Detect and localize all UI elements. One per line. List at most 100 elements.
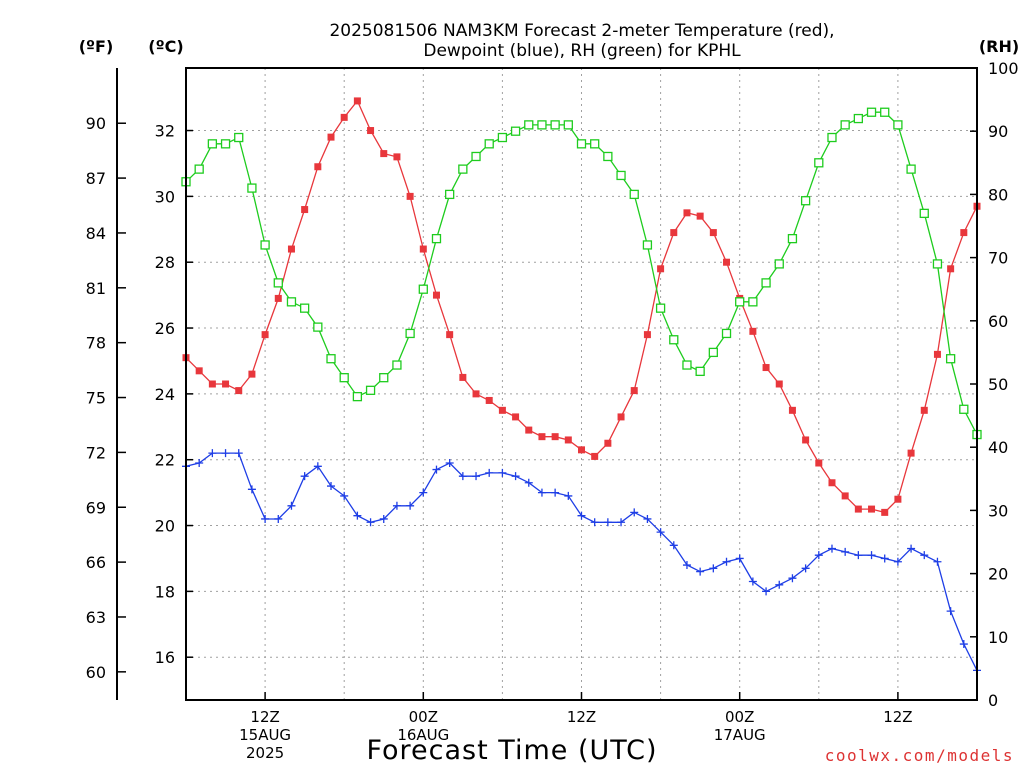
temperature-point [538, 433, 546, 441]
temperature-point [235, 387, 243, 395]
dewpoint-point [472, 472, 481, 481]
dewpoint-point [511, 472, 520, 481]
rh-tick-label: 80 [988, 185, 1008, 204]
rh-point [563, 120, 573, 130]
rh-point [866, 107, 877, 117]
x-tick-label: 12Z [883, 708, 912, 726]
fahrenheit-tick-label: 72 [86, 443, 106, 462]
temperature-point [261, 331, 269, 339]
chart-title-line1: 2025081506 NAM3KM Forecast 2-meter Tempe… [329, 21, 834, 41]
temperature-point [512, 413, 520, 421]
temperature-point [617, 413, 625, 421]
rh-point [695, 366, 705, 377]
temperature-point [222, 380, 230, 388]
rh-point [959, 404, 969, 414]
dewpoint-point [630, 508, 639, 517]
rh-point [247, 183, 257, 193]
temperature-point [920, 406, 928, 414]
celsius-tick-label: 26 [155, 319, 175, 338]
rh-unit-label: (RH) [979, 37, 1019, 56]
grid-lines [186, 68, 977, 700]
rh-point [286, 297, 297, 307]
temperature-point [498, 406, 506, 414]
temperature-point [907, 449, 915, 457]
fahrenheit-tick-label: 78 [86, 334, 106, 353]
dewpoint-point [643, 514, 652, 523]
x-tick-label: 16AUG [397, 726, 449, 744]
rh-point [550, 120, 560, 130]
rh-tick-label: 100 [988, 59, 1019, 78]
plot-frame [185, 67, 978, 701]
rh-point [761, 278, 771, 288]
dewpoint-point [498, 468, 507, 477]
dewpoint-point [801, 564, 810, 573]
dewpoint-point [313, 462, 322, 471]
rh-point [748, 297, 758, 307]
dewpoint-point [458, 472, 467, 481]
rh-point [774, 259, 784, 269]
rh-point [590, 139, 600, 149]
rh-point [853, 113, 863, 124]
temperature-point [815, 459, 823, 467]
dewpoint-point [682, 561, 691, 570]
dewpoint-point [537, 488, 546, 497]
dewpoint-point [577, 511, 586, 520]
dewpoint-point [340, 491, 349, 500]
celsius-tick-label: 18 [155, 582, 175, 601]
rh-point [365, 385, 376, 395]
fahrenheit-tick-label: 81 [86, 279, 106, 298]
temperature-point [670, 229, 678, 237]
temperature-point [340, 113, 348, 121]
fahrenheit-tick-label: 60 [86, 663, 106, 682]
source-watermark: coolwx.com/models [825, 746, 1014, 765]
rh-point [510, 126, 521, 136]
rh-point [840, 120, 850, 130]
temperature-point [551, 433, 559, 441]
dewpoint-point [551, 488, 560, 497]
rh-point [919, 208, 929, 219]
fahrenheit-tick-label: 84 [86, 224, 106, 243]
temperature-point [841, 492, 849, 500]
temperature-point [828, 479, 836, 487]
rh-point [260, 240, 270, 250]
dewpoint-point [208, 449, 217, 458]
rh-point [827, 132, 837, 143]
rh-point [497, 132, 508, 143]
fahrenheit-tick-label: 90 [86, 114, 106, 133]
temperature-point [960, 229, 968, 237]
axes: 60 63 66 69 72 75 78 81 84 87 90 16 18 20 22 24 26 28 30 32… [86, 59, 1019, 762]
dewpoint-point [590, 518, 599, 527]
dewpoint-point [669, 541, 678, 550]
fahrenheit-tick-label: 75 [86, 389, 106, 408]
rh-tick-label: 40 [988, 438, 1008, 457]
x-tick-label: 00Z [725, 708, 754, 726]
temperature-point [709, 229, 717, 237]
temperature-point [749, 327, 757, 335]
x-tick-label: 12Z [567, 708, 596, 726]
x-tick-label: 2025 [246, 744, 284, 762]
temperature-point [406, 192, 414, 200]
rh-point [234, 132, 244, 143]
x-tick-label: 17AUG [714, 726, 766, 744]
dewpoint-point [920, 551, 929, 560]
rh-point [893, 120, 903, 130]
rh-point [524, 120, 534, 130]
temperature-point [353, 97, 361, 105]
dewpoint-point [485, 468, 494, 477]
fahrenheit-tick-label: 87 [86, 169, 106, 188]
temperature-point [327, 133, 335, 141]
rh-point [207, 139, 218, 149]
rh-tick-label: 10 [988, 628, 1008, 647]
x-tick-label: 15AUG [239, 726, 291, 744]
temperature-point [446, 331, 454, 339]
rh-point [537, 120, 547, 130]
celsius-tick-label: 24 [155, 385, 175, 404]
dewpoint-point [735, 554, 744, 563]
rh-point [326, 354, 336, 364]
dewpoint-point [300, 472, 309, 481]
rh-point [392, 360, 402, 370]
dewpoint-point [261, 514, 270, 523]
dewpoint-point [814, 551, 823, 560]
temperature-point [643, 331, 651, 339]
dewpoint-point [353, 511, 362, 520]
